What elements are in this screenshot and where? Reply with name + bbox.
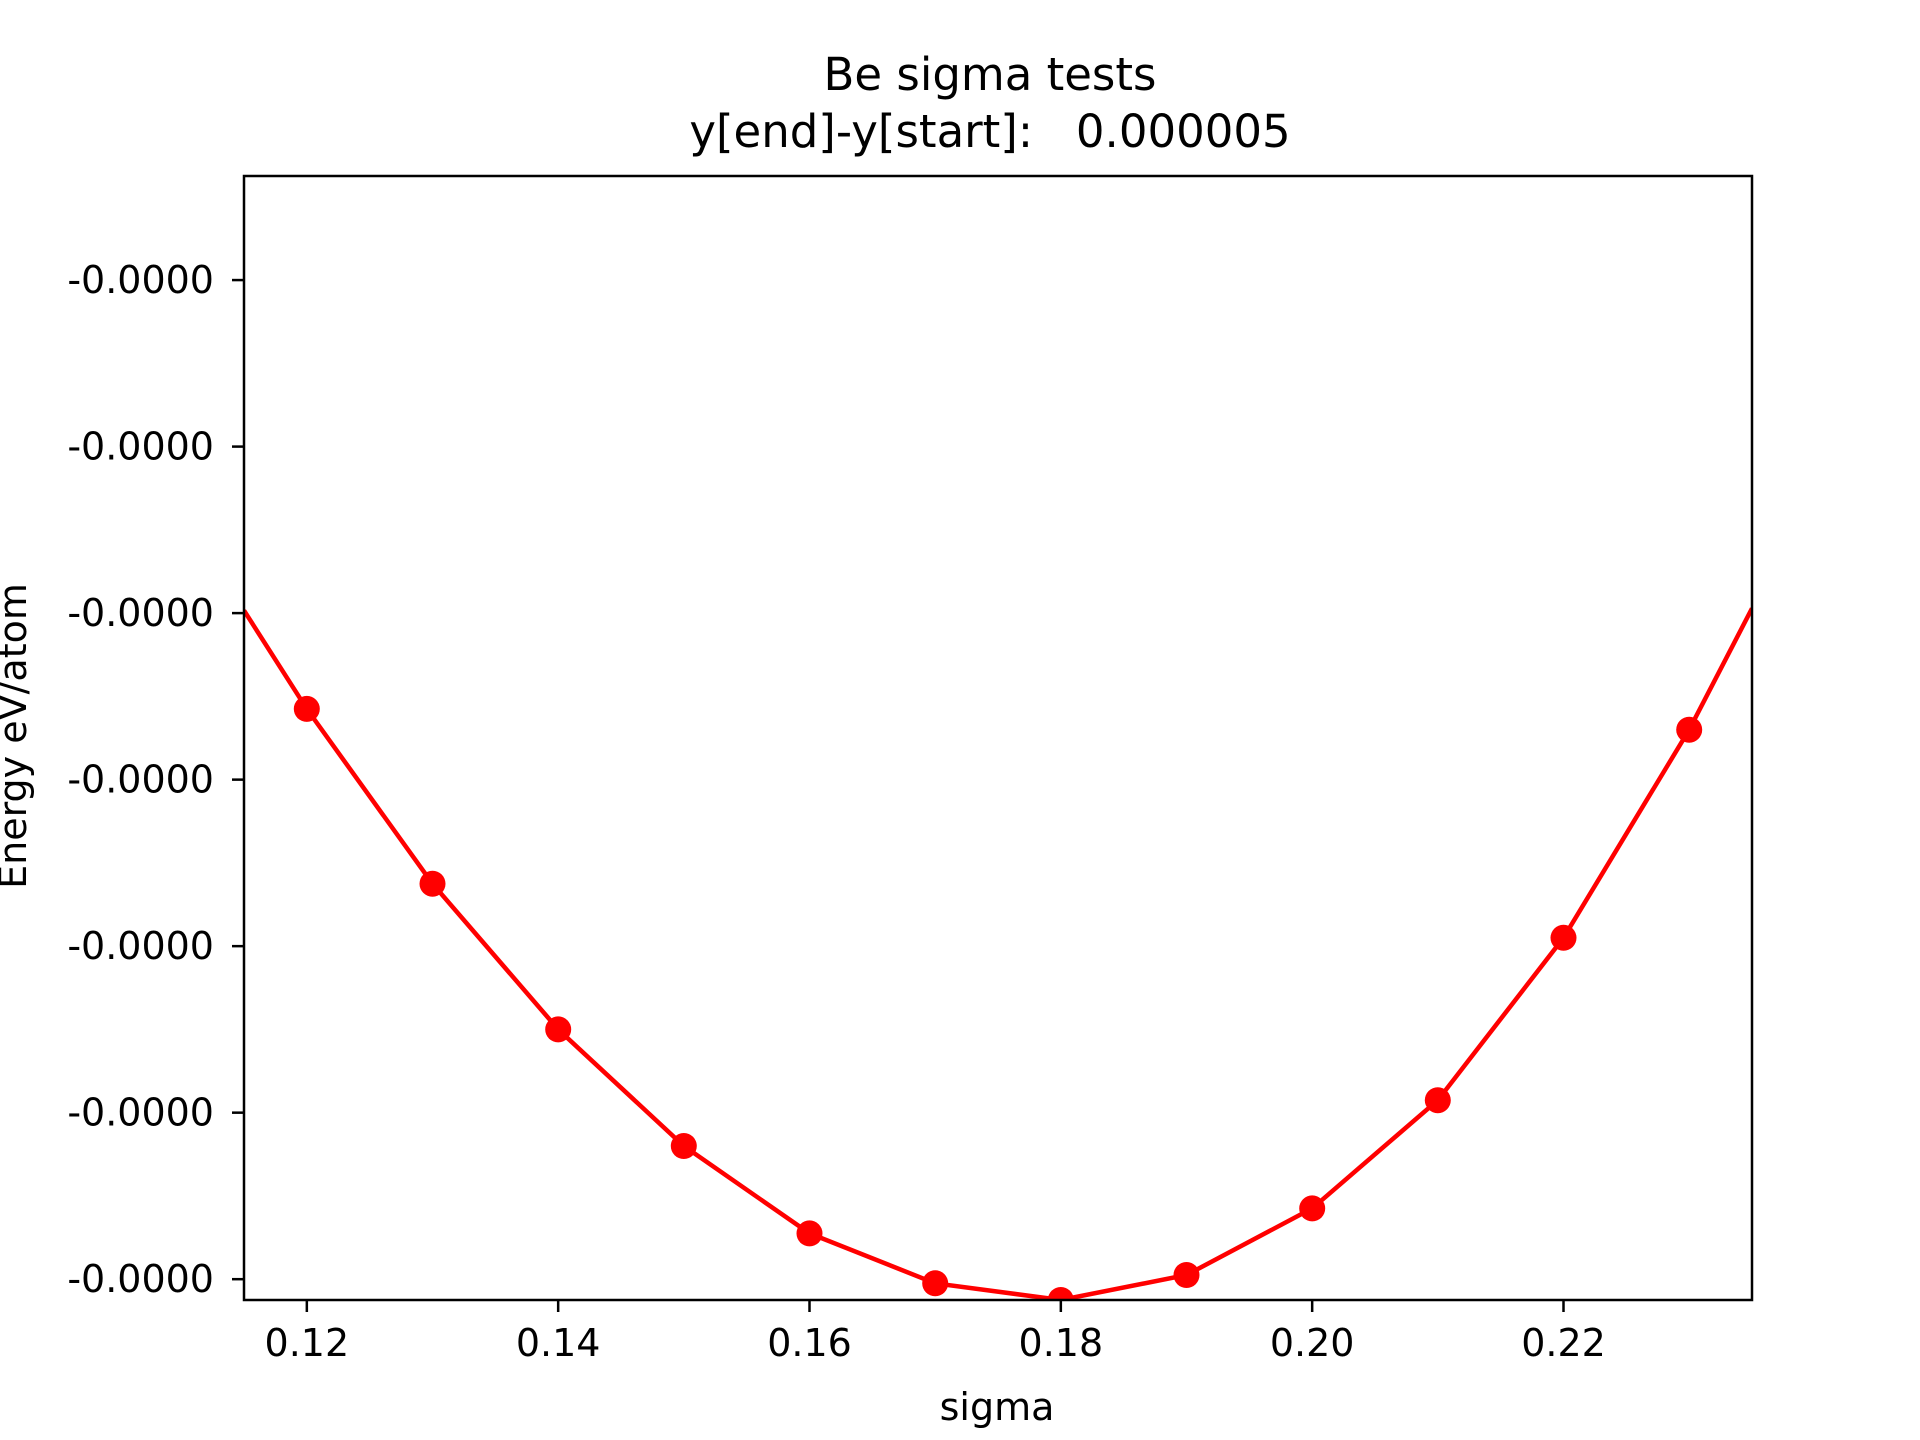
data-point xyxy=(1424,1087,1451,1114)
y-tick-label: -0.0000 xyxy=(67,924,214,968)
y-tick-label: -0.0000 xyxy=(67,591,214,635)
data-point xyxy=(1299,1195,1326,1222)
data-point xyxy=(545,1016,572,1043)
data-point xyxy=(1676,716,1703,743)
x-tick-label: 0.12 xyxy=(265,1321,350,1365)
data-point xyxy=(1047,1287,1074,1300)
x-tick-label: 0.16 xyxy=(767,1321,852,1365)
series-points xyxy=(293,695,1703,1300)
data-point xyxy=(293,695,320,722)
series-line xyxy=(244,607,1752,1300)
data-point xyxy=(1550,924,1577,951)
x-tick-label: 0.20 xyxy=(1270,1321,1355,1365)
plot-area: 0.12 0.14 0.16 0.18 0.20 0.22 -0.0000 -0.0000 -0… xyxy=(67,174,1754,1365)
y-tick-label: -0.0000 xyxy=(67,1091,214,1135)
y-tick-label: -0.0000 xyxy=(67,425,214,469)
chart-subtitle: y[end]-y[start]: 0.000005 xyxy=(689,105,1290,158)
plot-frame xyxy=(242,174,1754,1302)
chart-title: Be sigma tests xyxy=(824,48,1157,101)
y-axis-label: Energy eV/atom xyxy=(0,583,35,889)
data-point xyxy=(922,1270,949,1297)
data-point xyxy=(1173,1262,1200,1288)
x-tick-label: 0.18 xyxy=(1019,1321,1104,1365)
y-tick-label: -0.0000 xyxy=(67,1257,214,1301)
y-tick-label: -0.0000 xyxy=(67,258,214,302)
data-point xyxy=(670,1133,697,1159)
data-point xyxy=(419,870,446,897)
x-axis-label: sigma xyxy=(940,1385,1055,1429)
x-tick-label: 0.14 xyxy=(516,1321,601,1365)
x-tick-label: 0.22 xyxy=(1521,1321,1606,1365)
y-tick-label: -0.0000 xyxy=(67,758,214,802)
data-point xyxy=(796,1220,823,1247)
